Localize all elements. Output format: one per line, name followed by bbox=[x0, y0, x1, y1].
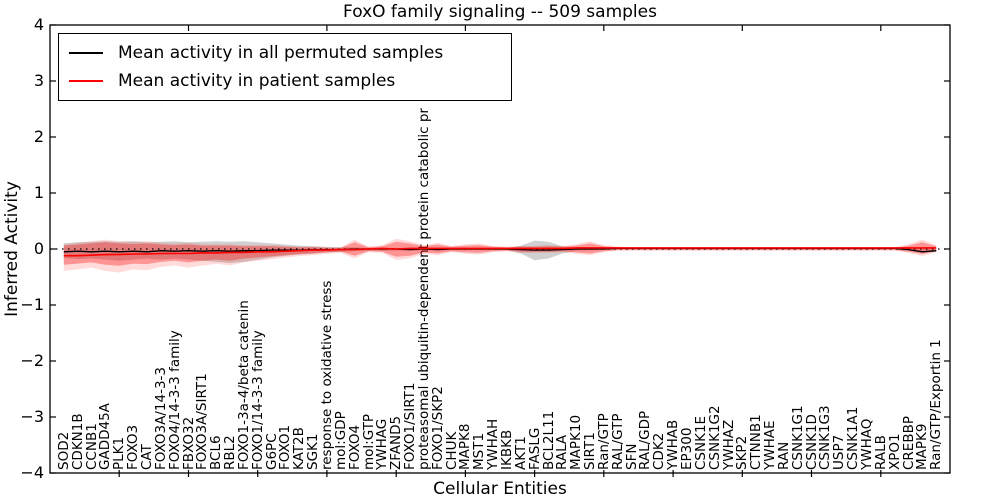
legend-label-permuted: Mean activity in all permuted samples bbox=[118, 43, 444, 63]
legend-entry-permuted: Mean activity in all permuted samples bbox=[69, 39, 501, 67]
patient-line-swatch bbox=[69, 80, 103, 82]
y-tick-label: 3 bbox=[33, 71, 44, 90]
permuted-line-swatch bbox=[69, 52, 103, 54]
legend-entry-patient: Mean activity in patient samples bbox=[69, 67, 501, 95]
permuted-std-band bbox=[63, 240, 937, 263]
y-tick-label: 0 bbox=[33, 239, 44, 258]
legend: Mean activity in all permuted samples Me… bbox=[58, 33, 512, 101]
patient-std-band bbox=[63, 241, 937, 266]
patient-std-band-halo bbox=[63, 238, 937, 273]
y-tick-label: 1 bbox=[33, 183, 44, 202]
y-tick-label: −2 bbox=[20, 351, 44, 370]
patient-mean-line bbox=[63, 247, 937, 257]
chart-title: FoxO family signaling -- 509 samples bbox=[343, 2, 657, 22]
y-tick-label: −4 bbox=[20, 463, 44, 482]
x-axis-label: Cellular Entities bbox=[433, 479, 567, 499]
legend-label-patient: Mean activity in patient samples bbox=[118, 71, 396, 91]
plot-border bbox=[49, 24, 951, 474]
y-tick-label: −3 bbox=[20, 407, 44, 426]
y-tick-label: 2 bbox=[33, 127, 44, 146]
y-tick-label: −1 bbox=[20, 295, 44, 314]
y-tick-label: 4 bbox=[33, 15, 44, 34]
